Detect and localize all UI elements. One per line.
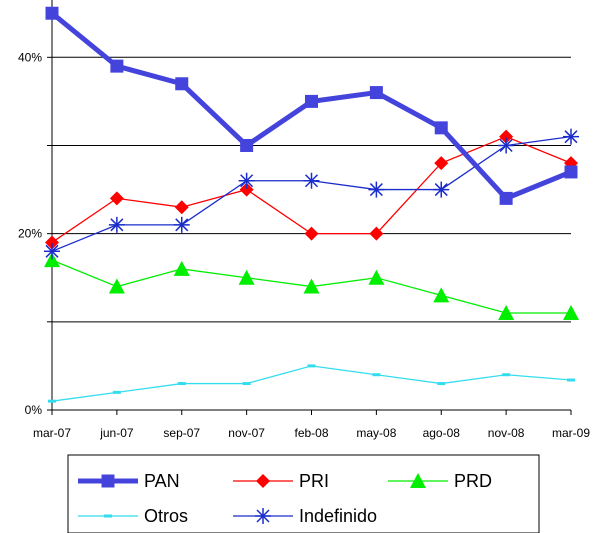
square-marker (499, 191, 513, 205)
square-marker (45, 6, 59, 20)
square-marker (434, 121, 448, 135)
asterisk-marker (108, 216, 125, 233)
triangle-marker (303, 278, 320, 294)
legend-item-otros: Otros (78, 506, 188, 526)
legend: PAN PRI PRD Otros Indefinido (67, 454, 540, 533)
x-tick-label: feb-08 (294, 426, 328, 440)
series-pan (45, 6, 578, 205)
square-marker (240, 138, 254, 152)
asterisk-marker (498, 137, 515, 154)
triangle-marker (433, 287, 450, 303)
triangle-marker (44, 252, 60, 268)
triangle-marker (238, 269, 255, 285)
axes (47, 0, 572, 415)
x-tick-label: mar-07 (33, 426, 71, 440)
asterisk-marker (255, 508, 271, 524)
triangle-marker (108, 278, 125, 294)
asterisk-marker (368, 181, 385, 198)
legend-label: PRD (454, 471, 492, 491)
legend-label: Indefinido (299, 506, 377, 526)
legend-item-pri: PRI (233, 471, 329, 491)
series-group (44, 6, 579, 403)
asterisk-marker (303, 172, 320, 189)
asterisk-marker (173, 216, 190, 233)
triangle-marker (410, 473, 426, 488)
square-marker (175, 77, 189, 91)
asterisk-marker (238, 172, 255, 189)
legend-item-pan: PAN (78, 471, 180, 491)
diamond-marker (369, 226, 384, 241)
diamond-marker (109, 191, 124, 206)
x-tick-label: nov-07 (228, 426, 265, 440)
x-tick-label: sep-07 (163, 426, 200, 440)
diamond-marker (304, 226, 319, 241)
diamond-marker (499, 129, 514, 144)
series-prd (44, 252, 579, 321)
legend-label: PRI (299, 471, 329, 491)
x-tick-label: nov-08 (488, 426, 525, 440)
y-tick-label: 20% (18, 227, 42, 241)
square-marker (369, 86, 383, 100)
legend-frame (67, 454, 540, 533)
y-tick-label: 40% (18, 50, 42, 64)
diamond-marker (174, 200, 189, 215)
square-marker (564, 165, 578, 179)
diamond-marker (434, 156, 449, 171)
x-tick-label: jun-07 (99, 426, 134, 440)
x-tick-labels: mar-07 jun-07 sep-07 nov-07 feb-08 may-08 ago-… (33, 426, 590, 440)
asterisk-marker (563, 128, 579, 145)
asterisk-marker (44, 243, 60, 260)
square-marker (305, 94, 318, 108)
x-tick-label: may-08 (356, 426, 396, 440)
square-marker (101, 474, 115, 488)
diamond-marker (256, 474, 270, 488)
gridlines (52, 56, 571, 323)
triangle-marker (368, 269, 385, 285)
triangle-marker (563, 305, 579, 321)
x-tick-label: mar-09 (552, 426, 590, 440)
diamond-marker (45, 235, 59, 250)
legend-item-prd: PRD (388, 471, 492, 491)
asterisk-marker (433, 181, 450, 198)
series-otros (48, 364, 575, 403)
legend-item-indefinido: Indefinido (233, 506, 377, 526)
triangle-marker (498, 305, 515, 321)
legend-label: PAN (144, 471, 180, 491)
diamond-marker (239, 182, 254, 197)
y-tick-labels: 0% 20% 40% (18, 50, 42, 417)
series-line (51, 365, 572, 402)
series-indefinido (44, 128, 579, 260)
legend-label: Otros (144, 506, 188, 526)
series-line (51, 135, 572, 244)
y-tick-label: 0% (25, 403, 43, 417)
triangle-marker (173, 260, 190, 276)
square-marker (110, 59, 124, 73)
x-tick-label: ago-08 (423, 426, 461, 440)
